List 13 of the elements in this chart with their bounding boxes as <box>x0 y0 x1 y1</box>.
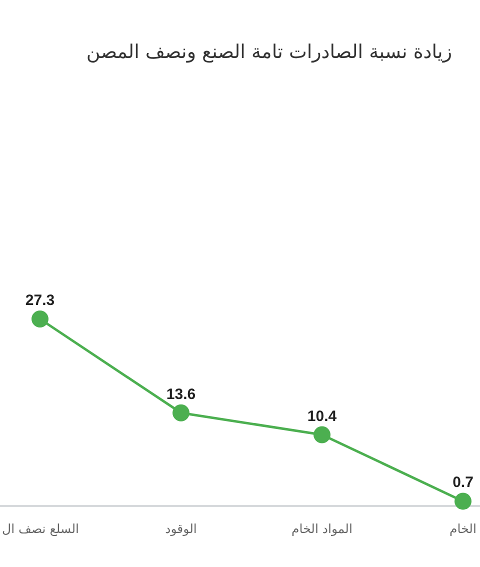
data-label: 0.7 <box>452 474 474 492</box>
data-label: 10.4 <box>307 408 338 425</box>
point <box>32 310 48 328</box>
chart-title: زيادة نسبة الصادرات تامة الصنع ونصف المصن <box>86 41 452 63</box>
point <box>172 404 190 422</box>
data-label: 27.3 <box>25 292 55 309</box>
x-tick-label: الخام <box>450 521 476 536</box>
point <box>454 492 472 510</box>
point <box>314 426 330 444</box>
x-tick-label: السلع نصف ال <box>2 521 79 537</box>
x-tick-label: المواد الخام <box>292 521 352 537</box>
data-label: 13.6 <box>166 386 196 403</box>
x-tick-label: الوقود <box>165 521 197 537</box>
